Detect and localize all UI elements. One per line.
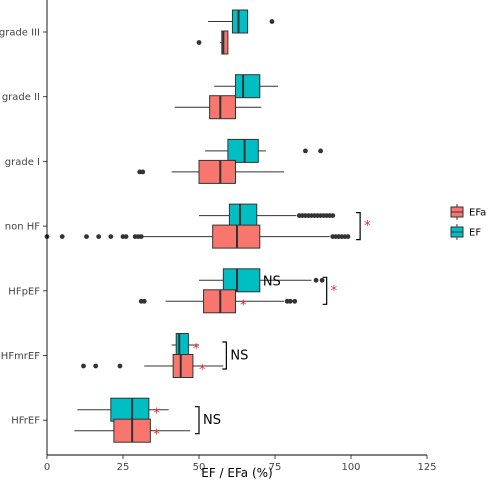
legend-item: EFa xyxy=(450,204,486,220)
outlier-point xyxy=(96,234,102,240)
box-iqr xyxy=(110,397,150,422)
outlier-point xyxy=(141,298,147,304)
significance-star: * xyxy=(193,342,200,357)
box-efa xyxy=(138,289,298,314)
box-efa xyxy=(81,354,224,378)
outlier-point xyxy=(59,234,65,240)
box-ef xyxy=(208,9,275,34)
bracket-ns-label: NS xyxy=(230,349,248,364)
bracket-star: * xyxy=(331,284,338,299)
box-iqr xyxy=(172,354,194,378)
significance-star: * xyxy=(153,407,160,422)
outlier-point xyxy=(287,298,293,304)
comparison-bracket xyxy=(322,276,328,305)
y-tick-label: non HF xyxy=(5,222,40,233)
box-iqr xyxy=(221,30,229,55)
x-tick-label: 75 xyxy=(269,462,282,473)
outlier-point xyxy=(269,19,275,24)
outlier-point xyxy=(108,234,114,240)
legend-item: EF xyxy=(450,224,481,240)
box-efa xyxy=(137,159,285,184)
ns-label: NS xyxy=(263,274,281,289)
box-efa xyxy=(174,95,262,120)
box-efa xyxy=(196,30,229,55)
legend-label: EFa xyxy=(469,208,486,219)
box-iqr xyxy=(209,95,236,120)
box-ef xyxy=(199,203,336,228)
legend-label: EF xyxy=(469,228,481,239)
outlier-point xyxy=(84,234,89,240)
box-iqr xyxy=(228,203,258,228)
outlier-point xyxy=(292,298,298,304)
box-iqr xyxy=(222,268,261,293)
box-ef xyxy=(205,138,323,163)
x-axis: 0 25 50 75 100 125 xyxy=(44,0,437,473)
outlier-point xyxy=(93,363,99,369)
box-iqr xyxy=(234,74,261,99)
outlier-point xyxy=(138,234,144,240)
box-iqr xyxy=(231,9,249,34)
x-tick-label: 100 xyxy=(341,462,360,473)
outlier-point xyxy=(117,363,123,369)
box-ef xyxy=(171,333,199,357)
y-tick-label: grade I xyxy=(5,157,40,168)
x-tick-label: 25 xyxy=(117,462,130,473)
outlier-point xyxy=(313,277,319,283)
x-tick-label: 50 xyxy=(193,462,206,473)
x-axis-title: EF / EFa (%) xyxy=(201,466,272,480)
significance-star: * xyxy=(199,363,206,378)
outlier-point xyxy=(318,148,323,154)
bracket-star: * xyxy=(364,219,371,234)
box-ef xyxy=(214,74,279,99)
y-tick-label: grade II xyxy=(2,92,40,103)
outlier-point xyxy=(140,169,146,175)
outlier-point xyxy=(345,234,351,240)
bracket-ns-label: NS xyxy=(203,413,221,428)
outlier-point xyxy=(303,148,308,154)
box-efa xyxy=(44,224,351,249)
outlier-point xyxy=(196,40,202,45)
plot-area: * * * * * * * NS NS NS xyxy=(44,9,371,443)
box-iqr xyxy=(227,138,259,163)
comparison-bracket xyxy=(222,341,227,370)
outlier-point xyxy=(319,277,325,283)
significance-star: * xyxy=(153,428,160,443)
box-ef xyxy=(199,268,325,293)
y-tick-label: HFmrEF xyxy=(1,351,40,362)
outlier-point xyxy=(330,213,336,219)
y-tick-label: HFpEF xyxy=(8,286,40,297)
comparison-bracket xyxy=(195,406,200,435)
legend: EFa EF xyxy=(450,204,486,240)
y-tick-label: HFrEF xyxy=(11,416,40,427)
x-tick-label: 125 xyxy=(417,462,436,473)
outlier-point xyxy=(123,234,129,240)
y-tick-label: grade III xyxy=(0,28,40,39)
box-efa xyxy=(74,418,190,443)
significance-star: * xyxy=(240,298,247,313)
box-iqr xyxy=(198,159,236,184)
box-iqr xyxy=(175,333,189,357)
comparison-bracket xyxy=(356,212,361,241)
outlier-point xyxy=(81,363,86,369)
x-tick-label: 0 xyxy=(44,462,50,473)
y-tick-labels: grade III grade II grade I non HF HFpEF HFmrE… xyxy=(0,28,47,427)
box-ef xyxy=(77,397,169,422)
